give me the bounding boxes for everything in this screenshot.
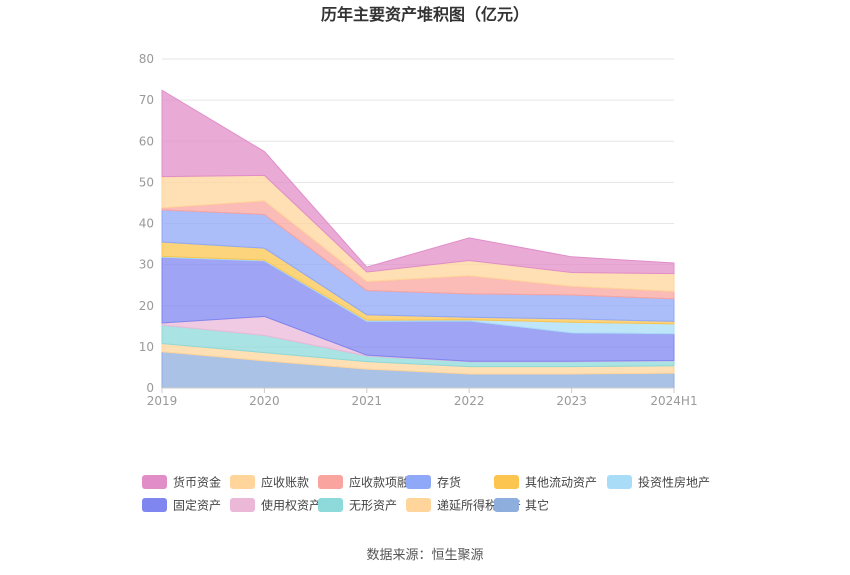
x-tick-label: 2021	[352, 394, 383, 408]
x-tick-label: 2023	[556, 394, 587, 408]
legend-label: 应收账款	[261, 475, 309, 490]
area-series-货币资金	[161, 89, 675, 275]
x-tick-label: 2019	[147, 394, 178, 408]
legend-swatch	[406, 498, 431, 512]
legend-swatch	[494, 498, 519, 512]
legend-swatch	[142, 475, 167, 489]
legend-swatch	[406, 475, 431, 489]
y-tick-label: 30	[139, 258, 154, 272]
legend-swatch	[494, 475, 519, 489]
legend-swatch	[607, 475, 632, 489]
x-tick-label: 2020	[249, 394, 280, 408]
axes: 0 10 20 30 40 50 60 70 80 2019 2020 2021 2022 2023 202…	[139, 52, 698, 408]
legend-label: 无形资产	[349, 499, 397, 513]
chart-title: 历年主要资产堆积图（亿元）	[321, 5, 529, 24]
legend-label: 其它	[525, 498, 549, 513]
legend-label: 使用权资产	[261, 498, 321, 513]
legend-swatch	[230, 475, 255, 489]
y-tick-label: 0	[146, 381, 154, 395]
legend-label: 固定资产	[173, 498, 221, 513]
legend-swatch	[230, 498, 255, 512]
area-series-group	[161, 89, 675, 389]
y-tick-label: 10	[139, 340, 154, 354]
y-tick-label: 80	[139, 52, 154, 66]
legend-swatch	[318, 475, 343, 489]
legend-label: 存货	[437, 475, 461, 490]
y-tick-label: 20	[139, 299, 154, 313]
x-tick-label: 2022	[454, 394, 485, 408]
y-tick-label: 60	[139, 134, 154, 148]
legend-label: 其他流动资产	[525, 476, 597, 490]
legend-label: 投资性房地产	[638, 475, 710, 490]
y-tick-label: 40	[139, 217, 154, 231]
data-source-note: 数据来源：恒生聚源	[366, 548, 483, 563]
y-tick-label: 50	[139, 175, 154, 189]
x-tick-label: 2024H1	[650, 394, 697, 408]
y-tick-label: 70	[139, 93, 154, 107]
legend-label: 货币资金	[173, 475, 221, 490]
legend-label: 应收款项融资	[349, 475, 421, 490]
legend-swatch	[142, 498, 167, 512]
legend-swatch	[318, 498, 343, 512]
